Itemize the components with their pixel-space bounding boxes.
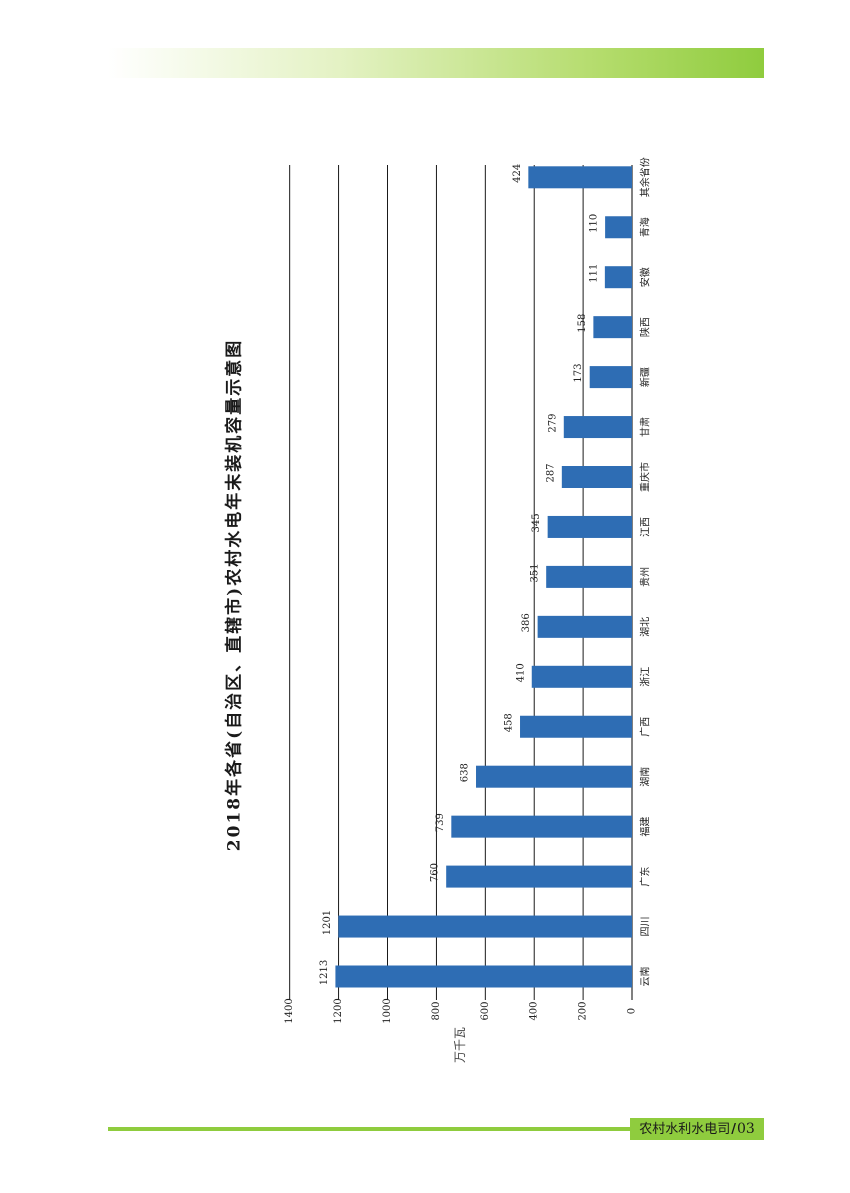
value-axis-label: 万千瓦 bbox=[453, 1027, 467, 1063]
value-tick-label: 1000 bbox=[382, 998, 393, 1023]
category-label: 重庆市 bbox=[639, 462, 652, 492]
category-label: 陕西 bbox=[639, 317, 652, 337]
data-label: 110 bbox=[589, 214, 600, 233]
bar bbox=[589, 366, 632, 389]
category-label: 其余省份 bbox=[639, 157, 652, 197]
category-label: 青海 bbox=[639, 217, 652, 237]
bar bbox=[531, 665, 632, 688]
bar bbox=[604, 266, 632, 289]
data-label: 345 bbox=[531, 513, 542, 532]
footer-line bbox=[108, 1127, 630, 1131]
bar bbox=[451, 815, 632, 838]
data-label: 386 bbox=[521, 613, 532, 632]
data-label: 158 bbox=[577, 314, 588, 333]
bar bbox=[547, 515, 632, 538]
category-label: 甘肃 bbox=[639, 417, 652, 437]
bar bbox=[546, 565, 632, 588]
value-tick-label: 600 bbox=[480, 1001, 491, 1020]
bar bbox=[593, 316, 632, 339]
value-tick-label: 0 bbox=[627, 1008, 638, 1014]
data-label: 279 bbox=[547, 414, 558, 433]
data-label: 410 bbox=[515, 663, 526, 682]
footer-label: 农村水利水电司/03 bbox=[630, 1118, 764, 1140]
bar bbox=[563, 416, 632, 439]
value-tick-label: 800 bbox=[431, 1001, 442, 1020]
bar bbox=[528, 166, 632, 189]
bar bbox=[605, 216, 632, 239]
bar bbox=[338, 915, 632, 938]
data-label: 739 bbox=[435, 813, 446, 832]
bar bbox=[446, 865, 632, 888]
category-label: 江西 bbox=[640, 517, 652, 537]
footer-publication: 农村水利水电司 bbox=[639, 1122, 731, 1137]
category-label: 广东 bbox=[639, 867, 652, 887]
category-label: 云南 bbox=[639, 967, 652, 987]
bar bbox=[335, 965, 632, 988]
category-label: 湖北 bbox=[640, 617, 652, 637]
category-label: 浙江 bbox=[640, 667, 652, 687]
data-label: 458 bbox=[504, 713, 515, 732]
data-label: 1201 bbox=[322, 910, 333, 935]
data-label: 287 bbox=[545, 463, 556, 482]
value-tick-label: 1200 bbox=[333, 998, 344, 1023]
bar bbox=[561, 466, 632, 488]
value-tick-label: 200 bbox=[578, 1001, 589, 1020]
footer-separator: / bbox=[731, 1122, 736, 1137]
data-label: 424 bbox=[512, 164, 523, 183]
data-label: 638 bbox=[460, 763, 471, 782]
footer-page-number: 03 bbox=[736, 1121, 755, 1137]
value-tick-label: 400 bbox=[529, 1001, 540, 1020]
data-label: 1213 bbox=[319, 960, 330, 985]
top-banner bbox=[108, 48, 764, 78]
category-label: 安徽 bbox=[639, 267, 652, 287]
category-label: 四川 bbox=[641, 917, 652, 937]
category-label: 新疆 bbox=[639, 367, 652, 387]
data-label: 173 bbox=[573, 364, 584, 383]
bar bbox=[476, 765, 632, 788]
chart-title: 2018年各省(自治区、直辖市)农村水电年末装机容量示意图 bbox=[224, 338, 245, 852]
data-label: 111 bbox=[588, 264, 599, 283]
bar bbox=[537, 615, 632, 638]
category-label: 广西 bbox=[640, 717, 652, 737]
category-label: 福建 bbox=[639, 817, 652, 837]
data-label: 351 bbox=[530, 563, 541, 582]
data-label: 760 bbox=[430, 863, 441, 882]
category-label: 湖南 bbox=[639, 767, 652, 787]
category-label: 贵州 bbox=[639, 567, 652, 587]
value-tick-label: 1400 bbox=[284, 998, 295, 1023]
bar bbox=[520, 715, 632, 738]
